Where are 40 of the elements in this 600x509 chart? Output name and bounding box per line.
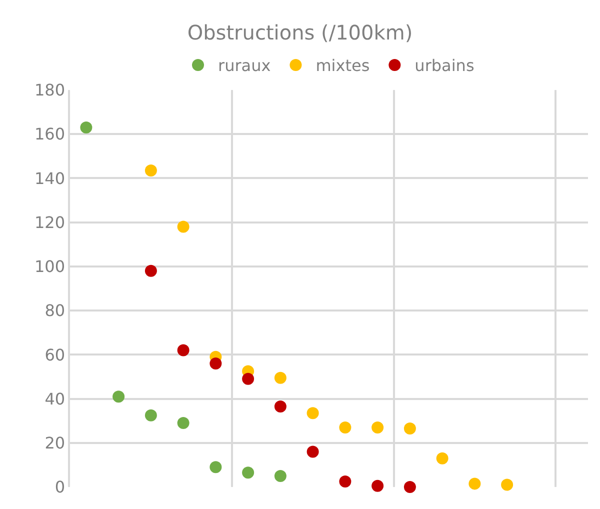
point: [339, 475, 352, 488]
y-tick-label: 60: [44, 345, 66, 364]
point: [274, 372, 286, 384]
point: [306, 407, 319, 420]
y-tick-label: 0: [54, 478, 66, 497]
legend-label: ruraux: [218, 56, 271, 76]
y-tick-label: 100: [34, 257, 66, 276]
point: [372, 480, 384, 492]
point: [242, 466, 254, 479]
y-tick-label: 40: [44, 389, 66, 408]
point: [144, 264, 157, 277]
point: [404, 422, 416, 435]
point: [210, 461, 222, 474]
y-tick-label: 20: [44, 433, 66, 452]
chart-title: Obstructions (/100km): [187, 20, 413, 44]
point: [501, 478, 514, 491]
legend-label: mixtes: [316, 56, 370, 76]
legend-label: urbains: [414, 56, 474, 76]
point: [468, 478, 481, 490]
y-tick-label: 120: [34, 212, 66, 232]
point: [242, 372, 254, 385]
point: [144, 409, 157, 422]
point: [112, 390, 125, 403]
point: [274, 470, 286, 482]
point: [144, 164, 157, 176]
point: [274, 400, 286, 412]
point: [210, 357, 222, 370]
y-tick-label: 80: [44, 301, 66, 320]
point: [80, 121, 92, 134]
y-tick-label: 160: [34, 124, 66, 144]
point: [372, 421, 384, 434]
y-tick-label: 140: [34, 168, 66, 188]
point: [177, 220, 190, 233]
point: [404, 481, 416, 493]
point: [306, 446, 319, 458]
point: [436, 452, 448, 464]
y-tick-label: 180: [34, 80, 66, 100]
point: [177, 344, 190, 356]
point: [177, 417, 190, 430]
point: [339, 421, 352, 434]
